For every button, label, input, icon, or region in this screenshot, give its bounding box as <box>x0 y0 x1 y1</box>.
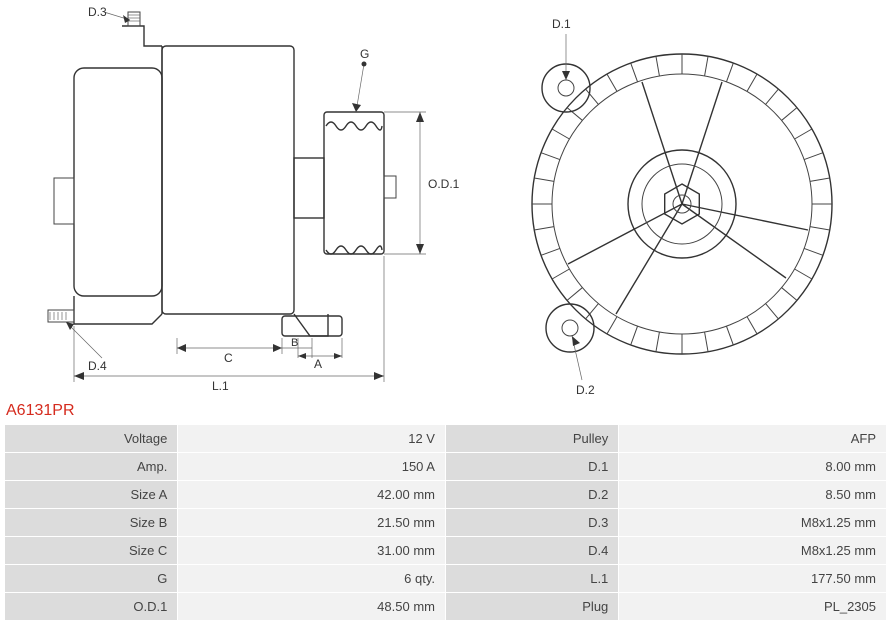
spec-value: 150 A <box>178 453 445 480</box>
spec-label: O.D.1 <box>5 593 177 620</box>
callout-d4: D.4 <box>88 359 107 373</box>
spec-label: Pulley <box>446 425 618 452</box>
spec-value: 31.00 mm <box>178 537 445 564</box>
side-view-svg: D.3 D.4 G O.D.1 <box>12 6 482 398</box>
table-row: Voltage 12 V Pulley AFP <box>5 425 886 452</box>
spec-label: D.2 <box>446 481 618 508</box>
table-row: O.D.1 48.50 mm Plug PL_2305 <box>5 593 886 620</box>
table-row: Size C 31.00 mm D.4 M8x1.25 mm <box>5 537 886 564</box>
spec-value: AFP <box>619 425 886 452</box>
callout-c: C <box>224 351 233 365</box>
spec-label: L.1 <box>446 565 618 592</box>
spec-value: 8.50 mm <box>619 481 886 508</box>
spec-label: D.1 <box>446 453 618 480</box>
spec-value: 12 V <box>178 425 445 452</box>
callout-d2: D.2 <box>576 383 595 397</box>
table-row: G 6 qty. L.1 177.50 mm <box>5 565 886 592</box>
spec-label: D.3 <box>446 509 618 536</box>
spec-label: Plug <box>446 593 618 620</box>
spec-label: D.4 <box>446 537 618 564</box>
spec-label: G <box>5 565 177 592</box>
callout-g: G <box>360 47 369 61</box>
callout-a: A <box>314 357 322 371</box>
table-row: Amp. 150 A D.1 8.00 mm <box>5 453 886 480</box>
spec-value: 177.50 mm <box>619 565 886 592</box>
spec-value: 42.00 mm <box>178 481 445 508</box>
page-container: D.3 D.4 G O.D.1 <box>0 0 889 623</box>
callout-b: B <box>291 337 298 349</box>
table-row: Size A 42.00 mm D.2 8.50 mm <box>5 481 886 508</box>
spec-value: PL_2305 <box>619 593 886 620</box>
front-view-svg: D.1 D.2 <box>482 6 882 398</box>
spec-value: 48.50 mm <box>178 593 445 620</box>
spec-label: Size B <box>5 509 177 536</box>
side-view-drawing: D.3 D.4 G O.D.1 <box>12 6 482 398</box>
front-view-drawing: D.1 D.2 <box>482 6 882 398</box>
spec-label: Size A <box>5 481 177 508</box>
callout-d1: D.1 <box>552 17 571 31</box>
spec-label: Voltage <box>5 425 177 452</box>
technical-drawings: D.3 D.4 G O.D.1 <box>0 0 889 398</box>
spec-label: Size C <box>5 537 177 564</box>
callout-l1: L.1 <box>212 379 229 393</box>
table-row: Size B 21.50 mm D.3 M8x1.25 mm <box>5 509 886 536</box>
spec-value: 8.00 mm <box>619 453 886 480</box>
spec-value: M8x1.25 mm <box>619 537 886 564</box>
spec-value: 21.50 mm <box>178 509 445 536</box>
specs-tbody: Voltage 12 V Pulley AFP Amp. 150 A D.1 8… <box>5 425 886 620</box>
spec-label: Amp. <box>5 453 177 480</box>
spec-value: 6 qty. <box>178 565 445 592</box>
specs-table: Voltage 12 V Pulley AFP Amp. 150 A D.1 8… <box>4 424 887 621</box>
callout-d3: D.3 <box>88 6 107 19</box>
callout-od1: O.D.1 <box>428 177 460 191</box>
part-number: A6131PR <box>0 398 889 424</box>
spec-value: M8x1.25 mm <box>619 509 886 536</box>
